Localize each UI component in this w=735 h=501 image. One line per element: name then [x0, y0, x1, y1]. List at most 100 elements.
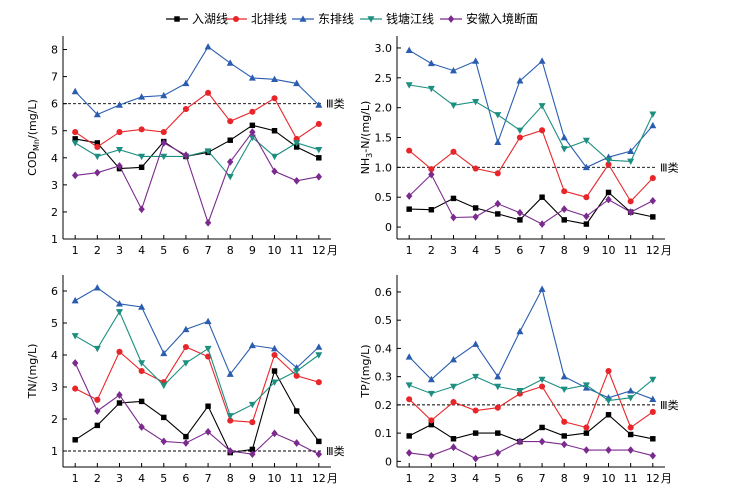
data-point — [450, 148, 457, 155]
data-point — [561, 188, 568, 195]
y-tick-label: 4 — [51, 349, 58, 362]
y-tick-label: 6 — [51, 285, 58, 298]
series-line — [408, 129, 654, 203]
data-point — [315, 379, 322, 386]
series-line — [75, 124, 320, 170]
x-tick-label: 9 — [249, 244, 256, 257]
chart-panel: 00.51.01.52.02.53.01 2 3 4 5 6 7 8 9 10 11 12 月NH3-N… — [359, 36, 679, 257]
data-point — [316, 155, 322, 161]
data-point — [428, 166, 435, 173]
x-tick-label: 3 — [116, 472, 123, 485]
series — [405, 46, 657, 171]
y-tick-label: 0.1 — [375, 427, 393, 440]
series-line — [408, 49, 654, 169]
data-point — [271, 75, 279, 83]
series-line — [74, 362, 320, 455]
x-tick-label: 8 — [561, 472, 568, 485]
y-axis-label: TP/(mg/L) — [359, 344, 372, 398]
data-point — [248, 401, 256, 409]
series-line — [74, 92, 320, 148]
series-line — [74, 287, 320, 376]
data-point — [450, 195, 457, 202]
data-point — [138, 164, 145, 170]
data-point — [182, 439, 190, 447]
data-point — [405, 353, 413, 360]
legend-marker — [447, 15, 455, 23]
data-point — [472, 340, 480, 347]
data-point — [583, 424, 590, 431]
y-tick-label: 2 — [51, 413, 58, 426]
data-point — [649, 376, 657, 384]
legend-item: 钱塘江线 — [360, 11, 434, 26]
data-point — [94, 407, 101, 415]
series — [405, 285, 657, 402]
data-point — [649, 408, 656, 415]
data-point — [204, 148, 212, 155]
data-point — [205, 403, 211, 409]
threshold-label: Ⅲ类 — [660, 160, 679, 174]
y-tick-label: 2 — [51, 206, 58, 219]
legend-marker — [232, 15, 240, 23]
data-point — [450, 399, 457, 406]
data-point — [93, 110, 101, 118]
data-point — [516, 208, 524, 217]
data-point — [406, 433, 412, 439]
legend: 入湖线 北排线 东排线 钱塘江线 安徽入境断面 — [166, 11, 538, 26]
data-point — [226, 413, 234, 420]
x-tick-label: 7 — [539, 472, 546, 485]
y-tick-label: 2.0 — [375, 102, 393, 115]
data-point — [271, 429, 278, 438]
data-point — [160, 349, 168, 357]
data-point — [71, 359, 79, 367]
series — [406, 127, 656, 205]
x-tick-label: 5 — [160, 472, 167, 485]
data-point — [561, 418, 568, 425]
data-point — [405, 82, 413, 89]
data-point — [227, 118, 234, 125]
data-point — [226, 59, 234, 66]
legend-label: 北排线 — [251, 12, 287, 26]
data-point — [627, 446, 634, 454]
threshold-label: Ⅲ类 — [326, 97, 345, 111]
data-point — [516, 388, 524, 395]
y-axis-label-part: COD — [26, 151, 39, 176]
series — [406, 412, 656, 445]
y-axis-label: TN/(mg/L) — [26, 344, 39, 400]
x-tick-label: 4 — [138, 244, 145, 257]
data-point — [449, 102, 457, 109]
data-point — [449, 66, 457, 74]
series — [72, 122, 322, 172]
data-point — [605, 367, 612, 375]
data-point — [205, 89, 212, 96]
x-tick-label: 9 — [249, 472, 256, 485]
data-point — [160, 382, 168, 390]
x-tick-label: 8 — [227, 244, 234, 257]
series — [405, 170, 657, 228]
data-point — [227, 417, 234, 424]
data-point — [182, 343, 189, 351]
data-point — [583, 212, 590, 221]
data-point — [472, 98, 480, 106]
x-tick-label: 8 — [561, 244, 568, 257]
x-tick-label: 6 — [516, 244, 523, 257]
data-point — [116, 391, 123, 399]
series — [71, 128, 323, 227]
data-point — [627, 387, 635, 394]
y-tick-label: 1.0 — [375, 161, 393, 174]
data-point — [183, 433, 189, 440]
x-tick-label: 10 — [268, 472, 282, 485]
y-tick-label: 4 — [51, 152, 58, 165]
data-point — [450, 213, 457, 222]
data-point — [249, 450, 256, 459]
data-point — [248, 134, 256, 142]
data-point — [650, 214, 656, 220]
x-tick-label: 3 — [450, 472, 457, 485]
data-point — [271, 153, 279, 161]
data-point — [627, 424, 634, 431]
data-point — [472, 213, 479, 221]
y-tick-label: 5 — [51, 317, 58, 330]
data-point — [494, 170, 501, 177]
x-tick-label: 12 — [646, 244, 660, 257]
y-axis-label-part: TN/(mg/L) — [26, 344, 39, 400]
